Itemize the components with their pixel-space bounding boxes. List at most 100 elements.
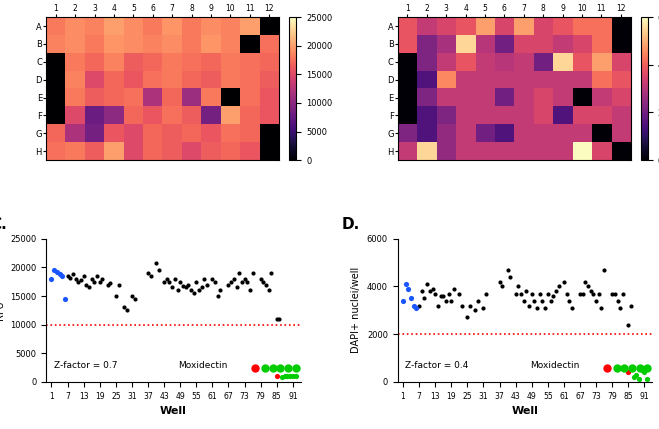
Text: Z-factor = 0.4: Z-factor = 0.4 <box>405 360 469 369</box>
Point <box>610 290 620 297</box>
Point <box>617 290 628 297</box>
Point <box>564 297 575 304</box>
Point <box>519 297 529 304</box>
Point <box>505 274 515 281</box>
Point <box>401 281 411 287</box>
Point <box>529 297 540 304</box>
Point <box>261 281 272 288</box>
Point <box>119 304 129 311</box>
Point <box>406 295 416 302</box>
Point <box>146 272 156 279</box>
Point <box>46 275 57 282</box>
Text: Moxidectin: Moxidectin <box>179 360 228 369</box>
Point <box>414 302 424 309</box>
Point <box>279 373 290 380</box>
Point <box>548 293 558 299</box>
Point <box>446 297 457 304</box>
Point <box>416 288 427 295</box>
Point <box>607 290 617 297</box>
Point <box>215 287 225 294</box>
Point <box>264 287 274 294</box>
Point <box>465 302 475 309</box>
Point <box>585 288 596 295</box>
Point <box>199 275 210 282</box>
Point <box>154 267 164 274</box>
Point <box>169 275 180 282</box>
Point <box>625 302 636 309</box>
Point <box>97 275 107 282</box>
Title: RFU: RFU <box>150 0 175 1</box>
Point <box>449 285 459 292</box>
Point <box>57 272 67 279</box>
Point <box>51 269 62 275</box>
Point <box>84 284 94 291</box>
Point <box>497 283 507 290</box>
Point <box>129 296 140 302</box>
Point <box>207 275 217 282</box>
Point <box>561 290 572 297</box>
Point <box>513 283 524 290</box>
Point <box>567 305 577 311</box>
Point <box>196 284 207 291</box>
Point <box>285 372 295 379</box>
Point <box>287 372 298 379</box>
Point <box>516 290 527 297</box>
Point <box>524 302 534 309</box>
Point <box>94 278 105 285</box>
Title: DAPI+ nuclei/well: DAPI+ nuclei/well <box>459 0 569 1</box>
Point <box>554 283 564 290</box>
Text: Moxidectin: Moxidectin <box>530 360 579 369</box>
Point <box>68 271 78 278</box>
Point <box>71 275 81 282</box>
Point <box>424 288 435 295</box>
Text: D.: D. <box>341 218 360 233</box>
Point <box>588 290 598 297</box>
Point <box>105 280 116 287</box>
Point <box>411 305 422 311</box>
Point <box>178 282 188 289</box>
Point <box>403 285 414 292</box>
Point <box>454 290 465 297</box>
Point <box>282 373 293 380</box>
Point <box>545 297 556 304</box>
Point <box>639 369 650 376</box>
Point <box>86 275 97 282</box>
Point <box>113 281 124 288</box>
Point <box>181 284 191 291</box>
Point <box>92 272 102 279</box>
Point <box>78 272 89 279</box>
Point <box>441 297 451 304</box>
Point <box>599 266 610 273</box>
Point <box>527 290 537 297</box>
Point <box>191 278 202 285</box>
Point <box>575 290 585 297</box>
Point <box>73 278 84 285</box>
Point <box>59 296 70 302</box>
Point <box>457 302 467 309</box>
Point <box>186 287 196 294</box>
Point <box>258 278 269 285</box>
Point <box>167 284 177 291</box>
Text: Z-factor = 0.7: Z-factor = 0.7 <box>54 360 117 369</box>
Point <box>290 372 301 379</box>
Point <box>430 290 440 297</box>
Point <box>54 271 65 278</box>
Point <box>594 290 604 297</box>
X-axis label: Well: Well <box>160 406 187 416</box>
Point <box>422 281 432 287</box>
X-axis label: Well: Well <box>511 406 538 416</box>
Point <box>432 302 443 309</box>
Point <box>65 274 76 281</box>
Point <box>540 305 550 311</box>
Point <box>532 305 542 311</box>
Point <box>127 293 137 299</box>
Point <box>277 373 287 380</box>
Point <box>103 281 113 288</box>
Point <box>202 281 212 288</box>
Point <box>583 283 593 290</box>
Point <box>502 266 513 273</box>
Point <box>49 267 59 274</box>
Point <box>596 305 607 311</box>
Text: A.: A. <box>0 0 13 1</box>
Point <box>631 371 642 378</box>
